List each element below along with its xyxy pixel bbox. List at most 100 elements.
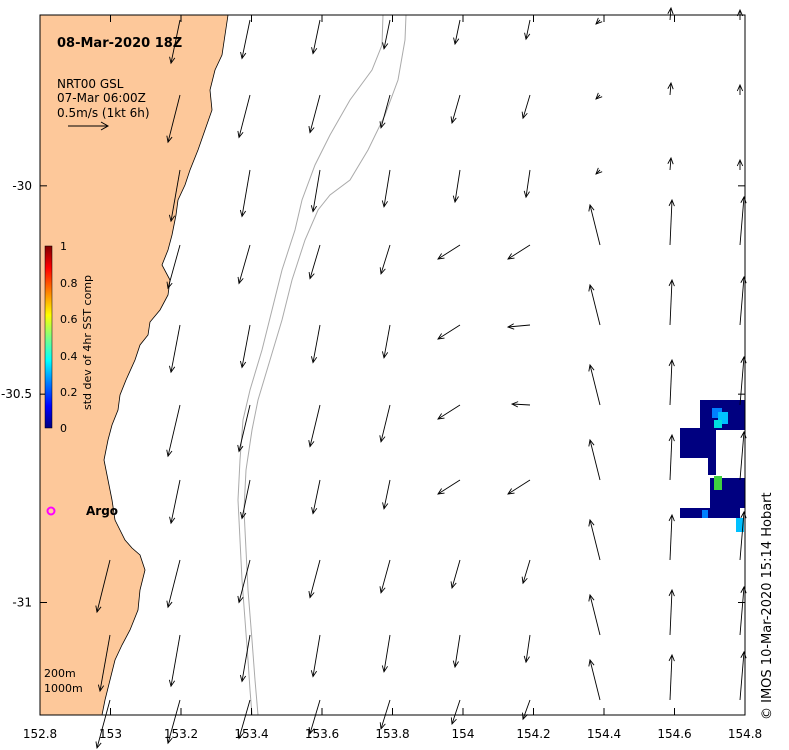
current-vector [96, 559, 111, 613]
current-vector-head [166, 281, 173, 290]
current-vector-head [379, 586, 386, 594]
current-vector [241, 19, 251, 59]
x-tick-label: 154.6 [657, 727, 691, 741]
current-vector-head [453, 37, 460, 46]
current-vector [380, 404, 391, 442]
current-vector [507, 324, 531, 328]
current-vector-head [437, 413, 445, 420]
y-tick-label: -31 [12, 596, 32, 610]
current-vector-head [524, 32, 531, 41]
current-vector [170, 169, 181, 222]
y-tick-label: -30 [12, 179, 32, 193]
current-vector [451, 559, 461, 589]
current-vector-head [168, 679, 176, 688]
current-vector-head [381, 665, 389, 673]
current-vector [669, 7, 672, 21]
current-vector-head [166, 600, 173, 609]
current-vector [383, 479, 391, 509]
x-tick-label: 153.4 [234, 727, 268, 741]
current-vector-head [668, 653, 675, 662]
current-vector-head [506, 323, 515, 330]
current-vector [589, 284, 601, 326]
current-vector [383, 19, 391, 49]
current-vector [669, 199, 673, 246]
current-vector-head [588, 438, 595, 447]
current-vector-head [667, 6, 674, 15]
current-vector [170, 19, 181, 64]
contour-200m [237, 14, 384, 716]
current-vector [309, 244, 321, 279]
current-vector-head [668, 278, 675, 287]
current-vector [170, 479, 181, 524]
current-vector-head [308, 126, 315, 134]
colorbar-tick: 0 [60, 422, 67, 435]
current-vector-head [240, 360, 247, 369]
current-vector-head [95, 741, 102, 750]
contour-key-200m: 200m [44, 667, 76, 680]
current-vector [309, 699, 321, 734]
x-tick-label: 154.4 [587, 727, 621, 741]
current-vector-head [240, 51, 247, 60]
current-vector-head [169, 56, 176, 65]
current-vector [525, 19, 531, 40]
current-vector-head [450, 116, 457, 125]
current-vector-head [588, 203, 595, 212]
current-vector-head [308, 440, 315, 448]
colorbar-tick: 0.4 [60, 350, 78, 363]
current-vector [380, 559, 391, 593]
current-vector [170, 634, 181, 687]
current-vector-head [668, 513, 675, 522]
current-vector [454, 634, 461, 668]
current-vector [167, 94, 181, 143]
current-vector-head [668, 588, 675, 597]
current-vector [437, 324, 461, 340]
current-vector-head [308, 272, 315, 280]
colorbar-label: std dev of 4hr SST comp [81, 275, 94, 410]
legend-source: NRT00 GSL [57, 77, 124, 91]
current-vector [669, 514, 673, 561]
current-vector-head [237, 444, 244, 453]
current-vector [437, 244, 461, 260]
current-vector [507, 244, 531, 260]
current-vector-head [588, 593, 595, 602]
current-vector [669, 359, 673, 406]
current-vector [241, 479, 251, 519]
current-vector-head [166, 449, 173, 458]
current-vector-head [379, 435, 386, 443]
current-vector [525, 634, 531, 663]
current-vector [99, 634, 111, 692]
legend-scale: 0.5m/s (1kt 6h) [57, 106, 150, 120]
current-vector [238, 559, 251, 603]
current-vector [238, 244, 251, 284]
current-vector-head [521, 111, 528, 120]
current-vector-head [523, 655, 530, 664]
x-tick-label: 153.6 [305, 727, 339, 741]
current-vector-head [588, 363, 595, 372]
current-vector-head [595, 92, 603, 100]
current-vector-head [437, 488, 445, 495]
current-vector [238, 404, 251, 452]
current-vectors [95, 6, 747, 750]
current-vector-head [237, 130, 244, 139]
current-vector [454, 169, 461, 203]
colorbar-tick: 0.6 [60, 313, 78, 326]
current-vector [522, 94, 531, 119]
current-vector [380, 244, 391, 274]
current-vector-head [736, 83, 744, 92]
current-vector [739, 511, 745, 561]
current-vector [309, 94, 321, 133]
current-vector-head [452, 660, 459, 669]
current-vector [451, 699, 461, 725]
current-vector [383, 324, 391, 358]
current-vector [241, 634, 251, 682]
current-vector [739, 586, 745, 636]
current-vector-head [510, 401, 519, 408]
current-vector-head [382, 42, 389, 50]
current-vector-head [595, 17, 603, 25]
current-vector [739, 431, 745, 481]
current-vector-head [588, 658, 595, 667]
current-vector-head [239, 209, 247, 218]
current-vector-head [311, 356, 318, 364]
colorbar-tick: 1 [60, 240, 67, 253]
current-vector [437, 404, 461, 420]
